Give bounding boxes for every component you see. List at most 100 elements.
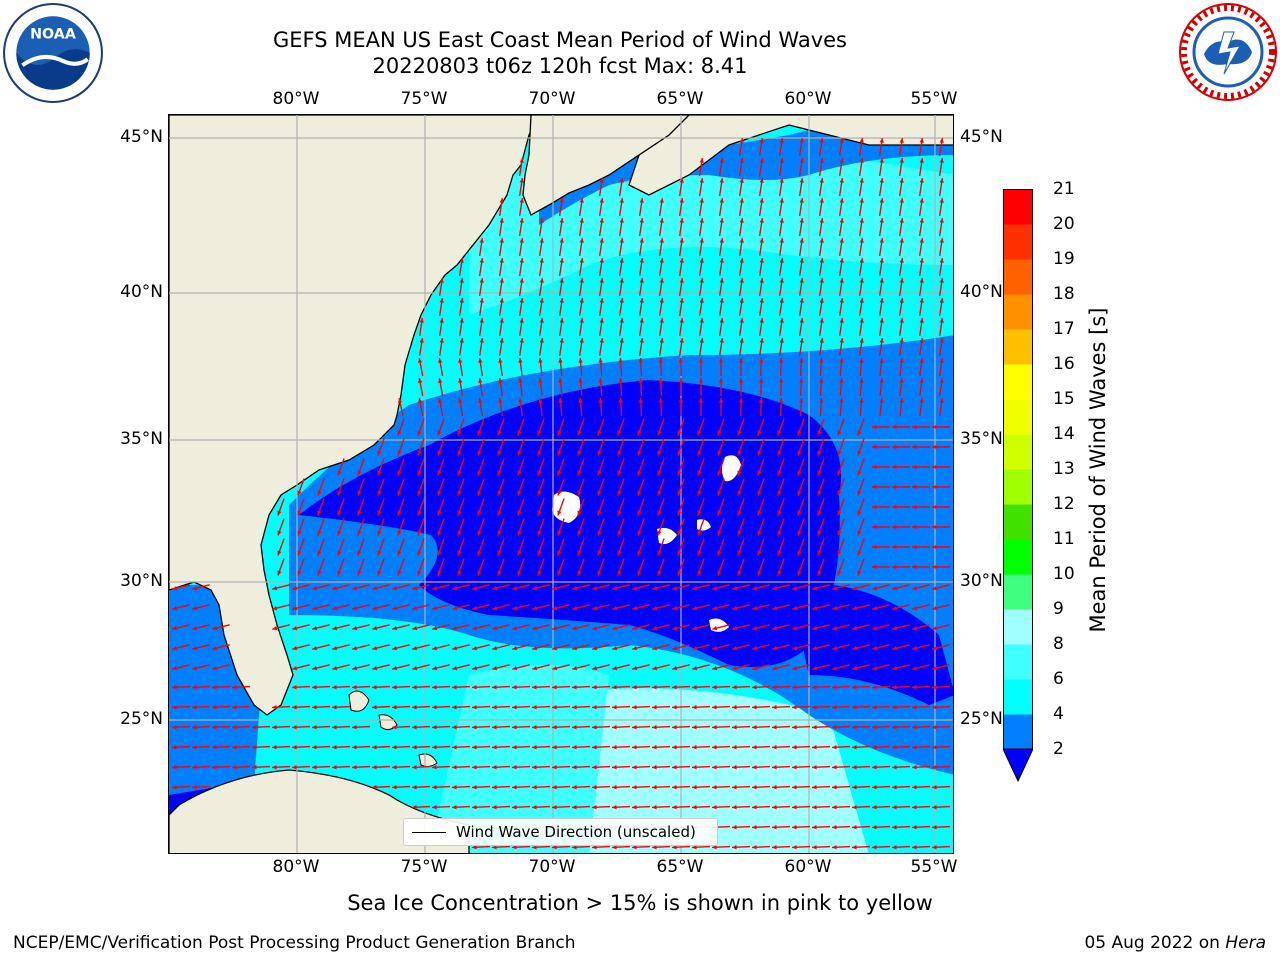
direction-arrow — [591, 765, 611, 770]
direction-arrow — [572, 644, 590, 651]
direction-arrow — [879, 397, 884, 417]
direction-arrow — [512, 664, 530, 671]
direction-arrow — [672, 624, 690, 631]
direction-arrow — [819, 397, 824, 417]
direction-arrow — [532, 604, 550, 611]
direction-arrow — [718, 177, 724, 197]
direction-arrow — [871, 765, 891, 770]
direction-arrow — [332, 584, 350, 591]
direction-arrow — [732, 624, 750, 631]
direction-arrow — [538, 397, 543, 417]
direction-arrow — [531, 785, 551, 790]
direction-arrow — [477, 558, 485, 576]
direction-arrow — [778, 337, 784, 357]
calm-patch — [552, 491, 581, 523]
direction-arrow — [697, 458, 705, 476]
direction-arrow — [711, 725, 731, 730]
direction-arrow — [337, 458, 345, 476]
direction-arrow — [538, 237, 544, 257]
direction-arrow — [811, 845, 831, 850]
direction-arrow — [878, 237, 884, 257]
direction-arrow — [632, 644, 650, 651]
direction-arrow — [791, 825, 811, 830]
direction-arrow — [311, 685, 331, 690]
direction-arrow — [532, 664, 550, 671]
direction-arrow — [898, 157, 904, 177]
direction-arrow — [838, 177, 844, 197]
direction-arrow — [718, 337, 724, 357]
direction-arrow — [771, 765, 791, 770]
direction-arrow — [732, 644, 750, 651]
direction-arrow — [578, 377, 583, 397]
direction-arrow — [538, 337, 544, 357]
direction-arrow — [271, 705, 291, 710]
direction-arrow — [852, 584, 870, 591]
lon-tick-bottom: 70°W — [528, 857, 576, 877]
direction-arrow — [471, 705, 491, 710]
direction-arrow — [578, 257, 584, 277]
direction-arrow — [397, 498, 405, 516]
direction-arrow — [638, 317, 644, 337]
direction-arrow — [751, 685, 771, 690]
direction-arrow — [891, 765, 911, 770]
direction-arrow — [458, 378, 464, 396]
direction-arrow — [277, 518, 285, 536]
direction-arrow — [372, 624, 390, 631]
direction-arrow — [417, 558, 425, 576]
direction-arrow — [552, 584, 570, 591]
colorbar-tick-label: 8 — [1053, 634, 1064, 654]
direction-arrow — [857, 538, 865, 556]
direction-arrow — [617, 538, 625, 556]
direction-arrow — [637, 438, 645, 456]
direction-arrow — [471, 845, 491, 850]
direction-arrow — [557, 458, 565, 476]
direction-arrow — [718, 217, 724, 237]
direction-arrow — [799, 357, 804, 377]
direction-arrow — [912, 504, 930, 510]
direction-arrow — [451, 745, 471, 750]
direction-arrow — [211, 725, 231, 730]
direction-arrow — [471, 805, 491, 810]
direction-arrow — [892, 584, 910, 591]
lat-tick-right: 35°N — [960, 429, 1003, 449]
direction-arrow — [777, 538, 785, 556]
direction-arrow — [837, 458, 845, 476]
direction-arrow — [478, 397, 484, 417]
direction-arrow — [558, 277, 564, 297]
direction-arrow — [451, 705, 471, 710]
direction-arrow — [932, 504, 950, 510]
direction-arrow — [811, 685, 831, 690]
direction-arrow — [597, 438, 605, 456]
direction-arrow — [911, 705, 931, 710]
direction-arrow — [871, 745, 891, 750]
direction-arrow — [411, 765, 431, 770]
chart-title: GEFS MEAN US East Coast Mean Period of W… — [273, 28, 847, 52]
direction-arrow — [498, 197, 504, 217]
direction-arrow — [858, 217, 864, 237]
direction-arrow — [417, 478, 425, 496]
direction-arrow — [817, 458, 825, 476]
direction-arrow — [838, 257, 844, 277]
direction-arrow — [938, 257, 944, 277]
direction-arrow — [658, 377, 664, 397]
direction-arrow — [698, 357, 704, 377]
direction-arrow — [631, 685, 651, 690]
direction-arrow — [851, 725, 871, 730]
direction-arrow — [717, 478, 725, 496]
direction-arrow — [538, 297, 544, 317]
direction-arrow — [558, 337, 564, 357]
direction-arrow — [931, 685, 951, 690]
direction-arrow — [757, 458, 765, 476]
direction-arrow — [678, 357, 684, 377]
direction-arrow — [878, 197, 884, 217]
direction-arrow — [892, 484, 910, 490]
date-text: 05 Aug 2022 on — [1084, 933, 1220, 953]
direction-arrow — [611, 765, 631, 770]
direction-arrow — [518, 277, 524, 297]
direction-arrow — [818, 337, 824, 357]
land-bahamas — [418, 753, 438, 768]
direction-arrow — [291, 765, 311, 770]
direction-arrow — [172, 624, 190, 631]
direction-arrow — [577, 498, 585, 516]
direction-arrow — [431, 725, 451, 730]
